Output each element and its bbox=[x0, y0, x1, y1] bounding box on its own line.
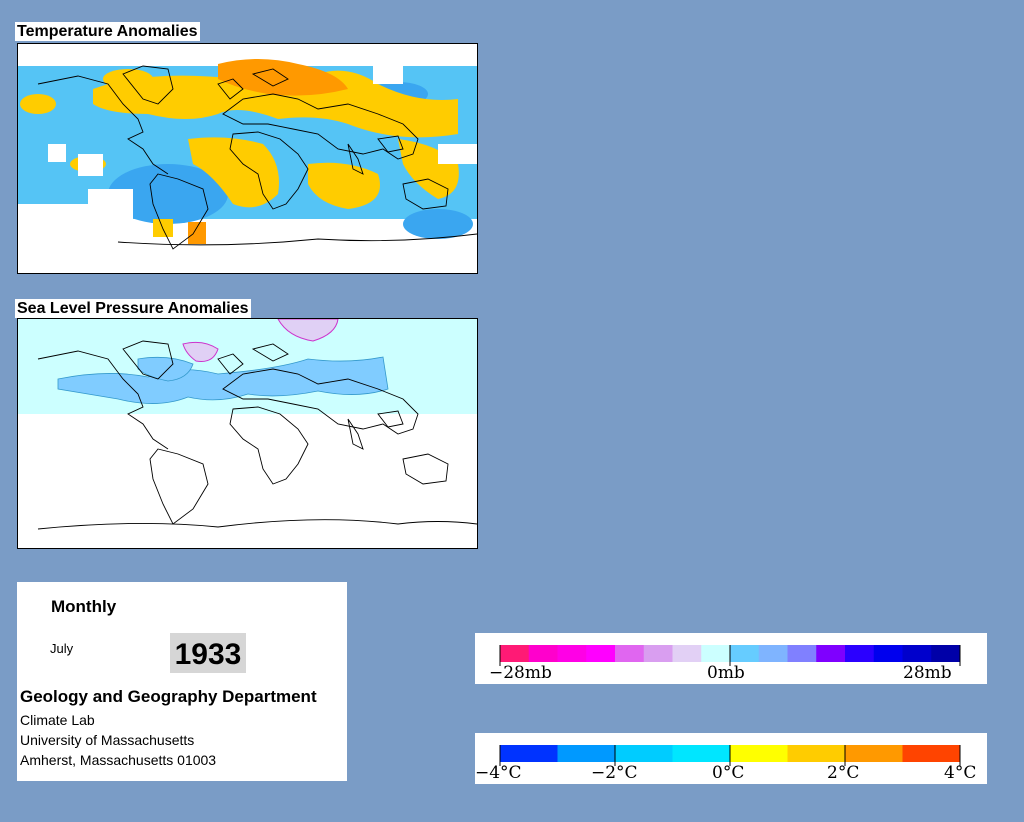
legend-swatch bbox=[816, 645, 846, 662]
temp-label-minus2: −2°C bbox=[591, 763, 638, 783]
legend-swatch bbox=[615, 645, 645, 662]
legend-swatch bbox=[873, 645, 903, 662]
temp-label-zero: 0°C bbox=[712, 763, 744, 783]
legend-swatch bbox=[758, 645, 788, 662]
legend-swatch bbox=[672, 645, 702, 662]
pressure-legend: −28mb 0mb 28mb bbox=[475, 633, 987, 684]
year-display: 1933 bbox=[170, 633, 246, 673]
legend-swatch bbox=[557, 745, 616, 762]
legend-swatch bbox=[730, 745, 788, 762]
legend-swatch bbox=[701, 645, 731, 662]
legend-swatch bbox=[615, 745, 673, 762]
pressure-legend-svg: −28mb 0mb 28mb bbox=[489, 645, 961, 683]
legend-swatch bbox=[787, 745, 846, 762]
info-panel: Monthly July 1933 Geology and Geography … bbox=[17, 582, 347, 781]
lab-name: Climate Lab bbox=[20, 712, 95, 728]
legend-swatch bbox=[931, 645, 961, 662]
legend-swatch bbox=[730, 645, 760, 662]
legend-swatch bbox=[845, 745, 903, 762]
temperature-map-title: Temperature Anomalies bbox=[15, 22, 200, 41]
pressure-map-title: Sea Level Pressure Anomalies bbox=[15, 299, 251, 318]
legend-swatch bbox=[500, 645, 530, 662]
legend-swatch bbox=[643, 645, 673, 662]
temperature-map-svg bbox=[18, 44, 477, 273]
pressure-label-zero: 0mb bbox=[707, 663, 745, 683]
pressure-anomaly-map bbox=[17, 318, 478, 549]
period-mode: Monthly bbox=[51, 597, 117, 616]
legend-swatch bbox=[845, 645, 875, 662]
temperature-legend-svg: −4°C −2°C 0°C 2°C 4°C bbox=[475, 745, 976, 783]
temperature-anomaly-map bbox=[17, 43, 478, 274]
temp-label-plus4: 4°C bbox=[944, 763, 976, 783]
month-label: July bbox=[50, 641, 74, 656]
temperature-legend: −4°C −2°C 0°C 2°C 4°C bbox=[475, 733, 987, 784]
legend-swatch bbox=[902, 745, 961, 762]
legend-swatch bbox=[528, 645, 558, 662]
temp-label-minus4: −4°C bbox=[475, 763, 522, 783]
pressure-map-svg bbox=[18, 319, 477, 548]
legend-swatch bbox=[902, 645, 932, 662]
pressure-label-max: 28mb bbox=[903, 663, 952, 683]
university-name: University of Massachusetts bbox=[20, 732, 195, 748]
legend-swatch bbox=[557, 645, 587, 662]
legend-swatch bbox=[787, 645, 817, 662]
legend-swatch bbox=[672, 745, 731, 762]
department-name: Geology and Geography Department bbox=[20, 687, 317, 706]
address: Amherst, Massachusetts 01003 bbox=[20, 752, 217, 768]
pressure-label-min: −28mb bbox=[489, 663, 552, 683]
temp-label-plus2: 2°C bbox=[827, 763, 859, 783]
legend-swatch bbox=[586, 645, 616, 662]
legend-swatch bbox=[500, 745, 558, 762]
